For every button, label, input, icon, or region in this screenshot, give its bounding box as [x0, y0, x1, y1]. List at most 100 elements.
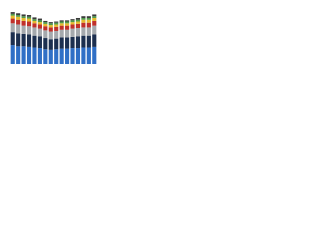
bar-segment: [70, 20, 75, 23]
chart: [0, 0, 100, 71]
bar-segment: [21, 14, 26, 17]
bar-segment: [21, 20, 26, 26]
bar-segment: [43, 26, 48, 31]
bar-segment: [70, 22, 75, 25]
bar-segment: [65, 29, 70, 38]
bar-segment: [92, 34, 97, 47]
bar-segment: [54, 24, 59, 27]
bar-segment: [54, 49, 59, 64]
bar-segment: [54, 21, 59, 23]
bar-segment: [32, 27, 37, 36]
bar-segment: [54, 30, 59, 39]
bar-segment: [48, 25, 53, 28]
bar-segment: [92, 16, 97, 18]
bar-segment: [10, 18, 15, 24]
bar-segment: [32, 35, 37, 48]
bar-segment: [65, 23, 70, 26]
bar-segment: [43, 38, 48, 50]
bar-segment: [16, 13, 21, 16]
bar-segment: [37, 28, 42, 37]
bar-segment: [10, 23, 15, 33]
bar-segment: [26, 21, 32, 27]
bar-segment: [75, 28, 81, 37]
bar-segment: [43, 30, 48, 39]
bar-segment: [81, 16, 86, 18]
bar-segment: [59, 21, 64, 24]
bar-segment: [16, 19, 21, 25]
bar-segment: [48, 49, 53, 64]
bar-segment: [26, 15, 32, 17]
bar-segment: [43, 23, 48, 27]
bar-segment: [48, 22, 53, 24]
bar-segment: [81, 19, 86, 23]
bar-segment: [26, 46, 32, 64]
bar-segment: [70, 24, 75, 29]
bar-segment: [21, 46, 26, 64]
bar-segment: [92, 46, 97, 64]
bar-segment: [81, 27, 86, 36]
bar-segment: [37, 18, 42, 21]
bar-segment: [75, 19, 81, 22]
bar-segment: [92, 14, 97, 17]
bar-segment: [48, 39, 53, 50]
bar-segment: [32, 20, 37, 24]
bar-segment: [32, 23, 37, 28]
bar-segment: [10, 45, 15, 64]
bar-segment: [65, 21, 70, 24]
bar-segment: [75, 21, 81, 24]
bar-segment: [70, 36, 75, 49]
bar-segment: [81, 22, 86, 28]
bar-segment: [86, 27, 91, 36]
bar-segment: [21, 17, 26, 21]
bar-segment: [48, 23, 53, 26]
bar-segment: [26, 18, 32, 22]
bar-segment: [65, 37, 70, 49]
bar-segment: [54, 38, 59, 50]
bar-segment: [37, 36, 42, 49]
bar-segment: [48, 31, 53, 40]
bar-segment: [65, 25, 70, 30]
bar-segment: [75, 23, 81, 29]
bar-segment: [86, 35, 91, 48]
bar-segment: [26, 16, 32, 19]
bar-segment: [59, 37, 64, 49]
bar-segment: [86, 47, 91, 64]
bar-segment: [26, 34, 32, 47]
bar-segment: [10, 15, 15, 19]
bar-segment: [59, 23, 64, 26]
bar-segment: [86, 17, 91, 20]
bar-segment: [65, 20, 70, 22]
bar-segment: [10, 32, 15, 46]
bar-segment: [65, 48, 70, 64]
bar-segment: [32, 17, 37, 20]
bar-segment: [48, 27, 53, 32]
bar-segment: [59, 29, 64, 38]
bar-segment: [16, 33, 21, 47]
bar-segment: [37, 48, 42, 64]
bar-segment: [10, 13, 15, 16]
bar-segment: [21, 33, 26, 47]
bar-segment: [59, 25, 64, 30]
bar-segment: [21, 16, 26, 18]
bar-segment: [81, 17, 86, 20]
bar-segment: [81, 47, 86, 64]
bar-segment: [81, 35, 86, 48]
bar-segment: [92, 25, 97, 35]
bar-segment: [54, 22, 59, 25]
bar-segment: [10, 12, 15, 14]
bar-segment: [26, 26, 32, 35]
bar-segment: [37, 20, 42, 23]
bar-segment: [70, 48, 75, 64]
bar-segment: [59, 20, 64, 22]
bar-segment: [43, 49, 48, 64]
bar-segment: [75, 48, 81, 64]
bar-segment: [43, 22, 48, 24]
bar-segment: [92, 17, 97, 21]
bar-segment: [54, 26, 59, 31]
bar-segment: [21, 25, 26, 34]
bar-segment: [16, 46, 21, 64]
bar-segment: [70, 28, 75, 37]
bar-segment: [75, 17, 81, 20]
bar-segment: [75, 36, 81, 49]
bar-segment: [37, 24, 42, 29]
